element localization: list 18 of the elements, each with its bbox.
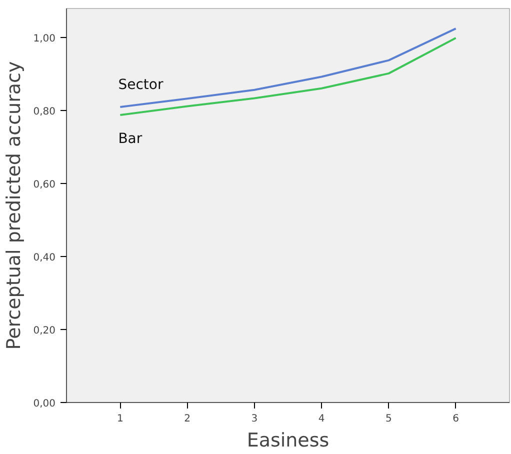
x-tick-label: 5 [386, 414, 392, 424]
line-series [119, 37, 457, 116]
y-tick-label: 0,20 [33, 326, 56, 337]
y-tick-label: 1,00 [33, 34, 56, 45]
x-tick-label: 2 [184, 414, 191, 424]
y-tick-label: 0,00 [33, 398, 56, 410]
x-tick-label: 6 [452, 414, 459, 424]
x-axis-title: Easiness [246, 430, 330, 452]
series-label: Bar [118, 131, 142, 148]
x-tick-label: 4 [318, 414, 325, 424]
y-tick-label: 0,60 [33, 180, 56, 191]
series-label: Sector [118, 77, 164, 93]
y-tick-label: 0,80 [33, 106, 56, 118]
y-axis-title: Perceptual predicted accuracy [3, 61, 26, 350]
y-tick-label: 0,40 [33, 252, 56, 264]
x-tick-label: 3 [251, 414, 258, 424]
line-series [119, 28, 457, 108]
x-tick-label: 1 [117, 414, 124, 424]
